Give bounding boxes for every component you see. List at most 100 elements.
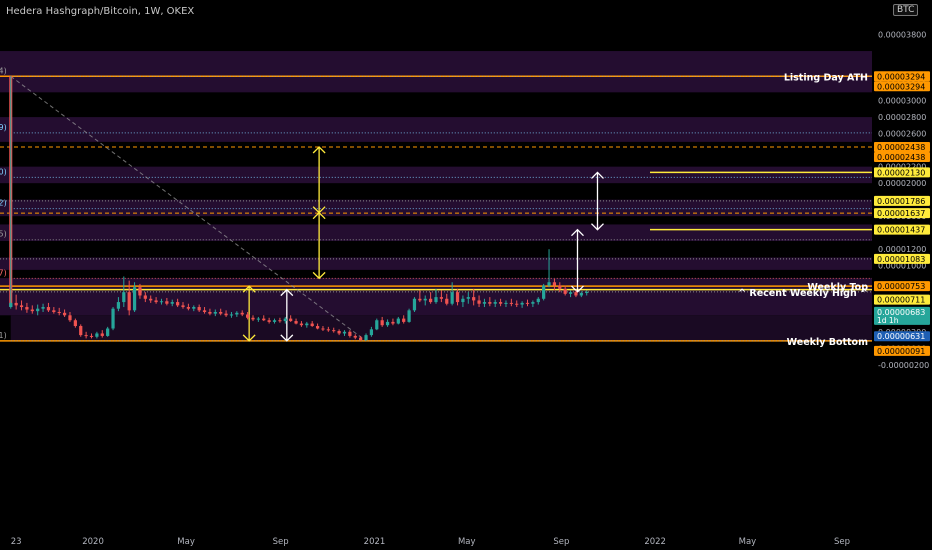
measure-arrow-head	[591, 223, 604, 231]
candle-body	[568, 292, 573, 294]
candle-body	[127, 292, 131, 311]
candle-body	[262, 318, 266, 321]
candle-body	[305, 323, 309, 326]
measure-arrow-head	[280, 288, 294, 297]
level-note: Weekly Top	[807, 282, 868, 293]
price-label: 0.00000683	[877, 308, 925, 317]
fibonacci-levels: 1(0.00003294) 0.786(0.00002609) 0.618(0.00…	[0, 66, 872, 342]
price-label-box	[874, 167, 930, 178]
price-tick-label: 0.00003000	[878, 97, 926, 106]
candle-body	[391, 321, 395, 324]
candle-body	[240, 312, 244, 315]
measure-arrow-head	[242, 285, 256, 293]
price-label: 0.00001637	[877, 209, 925, 218]
price-label-box	[874, 281, 930, 292]
candle-body	[213, 311, 217, 314]
fib-label: 0.236(0.00000847)	[0, 268, 7, 277]
candle-body	[245, 314, 250, 318]
candle-body	[89, 335, 94, 337]
candle-body	[477, 300, 481, 304]
level-note: ^ Recent Weekly High ^	[738, 288, 868, 299]
candle-body	[412, 298, 417, 311]
background-band	[0, 257, 872, 270]
candle-body	[138, 287, 142, 296]
price-label-box	[874, 81, 930, 92]
candle-body	[531, 302, 535, 304]
fib-label: 0.786(0.00002609)	[0, 123, 7, 132]
candle-body	[84, 335, 88, 337]
candle-body	[585, 291, 589, 293]
candle-body	[143, 295, 147, 299]
candle-body	[380, 320, 384, 326]
background-band	[0, 166, 872, 184]
candle-body	[375, 320, 379, 330]
candle-body	[95, 333, 99, 337]
candle-body	[450, 292, 454, 304]
candle-body	[315, 326, 320, 329]
price-label-box	[874, 253, 930, 264]
candle-body	[170, 302, 174, 304]
candle-body	[41, 307, 45, 309]
time-axis: 23 2020 May Sep 2021 May Sep 2022 May Sep	[11, 537, 850, 547]
price-label: 0.00002130	[877, 168, 925, 177]
candle-body	[310, 323, 314, 327]
candle-body	[100, 333, 104, 336]
candle-body	[229, 314, 234, 316]
time-tick-label: May	[177, 537, 195, 547]
background-band	[0, 117, 872, 142]
time-tick-label: Sep	[273, 537, 289, 547]
time-tick-label: Sep	[553, 537, 569, 547]
price-label: 0.00001786	[877, 197, 925, 206]
candle-body	[525, 302, 530, 304]
candle-body	[219, 311, 223, 314]
price-label-box	[874, 345, 930, 356]
candle-body	[272, 320, 277, 322]
candle-body	[278, 320, 282, 322]
candle-body	[235, 312, 239, 315]
candle-body	[62, 312, 67, 316]
candle-body	[132, 287, 137, 311]
candle-body	[466, 297, 470, 299]
price-tick-label: -0.00000200	[878, 361, 929, 370]
candle-body	[46, 307, 51, 311]
candle-body	[504, 302, 508, 304]
price-tick-label: 0.00002800	[878, 113, 926, 122]
candle-body	[19, 305, 24, 308]
level-note: Weekly Bottom	[787, 337, 868, 348]
price-tick-label: 0.00002600	[878, 130, 926, 139]
candle-body	[547, 282, 551, 286]
candle-body	[159, 301, 164, 303]
fib-label: 0.5(0.00001692)	[0, 199, 7, 208]
candle-body	[558, 285, 562, 289]
price-tick-label: 0.00001200	[878, 245, 926, 254]
candle-body	[520, 302, 524, 305]
price-label: 0.00003294	[877, 82, 925, 91]
candle-body	[14, 302, 18, 306]
candle-body	[208, 311, 212, 314]
candle-body	[579, 292, 583, 296]
candle-body	[402, 318, 406, 322]
candle-body	[299, 323, 304, 326]
level-notes: Listing Day ATH Weekly Top^ Recent Weekly…	[738, 72, 868, 348]
candle-body	[455, 292, 460, 303]
candle-body	[57, 311, 61, 313]
candle-body	[461, 298, 465, 303]
candle-body	[482, 302, 487, 304]
candle-body	[407, 310, 411, 322]
candle-body	[429, 298, 433, 303]
candle-body	[79, 326, 83, 336]
candle-body	[536, 298, 540, 303]
candle-body	[186, 307, 191, 309]
measure-arrow-head	[312, 271, 326, 280]
fib-label: 1(0.00003294)	[0, 66, 7, 75]
candle-body	[434, 297, 438, 303]
currency-badge[interactable]: BTC	[893, 4, 919, 16]
candle-body	[9, 302, 13, 308]
candle-body	[149, 298, 153, 301]
price-label-box	[874, 151, 930, 162]
candle-body	[52, 310, 56, 312]
price-tick-label: 0.00002200	[878, 163, 926, 172]
price-label: 0.00001437	[877, 226, 925, 235]
